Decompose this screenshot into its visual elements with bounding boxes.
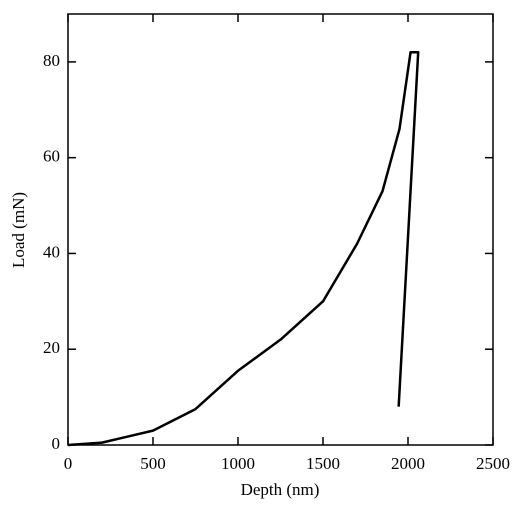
x-tick-label: 2500 bbox=[476, 454, 510, 473]
y-tick-label: 0 bbox=[52, 434, 61, 453]
x-tick-label: 1500 bbox=[306, 454, 340, 473]
data-line bbox=[67, 51, 420, 447]
y-tick-label: 80 bbox=[43, 51, 60, 70]
x-tick-label: 0 bbox=[64, 454, 73, 473]
y-tick-label: 60 bbox=[43, 147, 60, 166]
x-tick-label: 500 bbox=[140, 454, 166, 473]
x-axis-label: Depth (nm) bbox=[241, 480, 320, 499]
x-tick-label: 1000 bbox=[221, 454, 255, 473]
y-tick-label: 20 bbox=[43, 338, 60, 357]
y-tick-label: 40 bbox=[43, 242, 60, 261]
x-tick-label: 2000 bbox=[391, 454, 425, 473]
plot-frame bbox=[67, 13, 494, 446]
y-axis-label: Load (mN) bbox=[9, 192, 28, 268]
